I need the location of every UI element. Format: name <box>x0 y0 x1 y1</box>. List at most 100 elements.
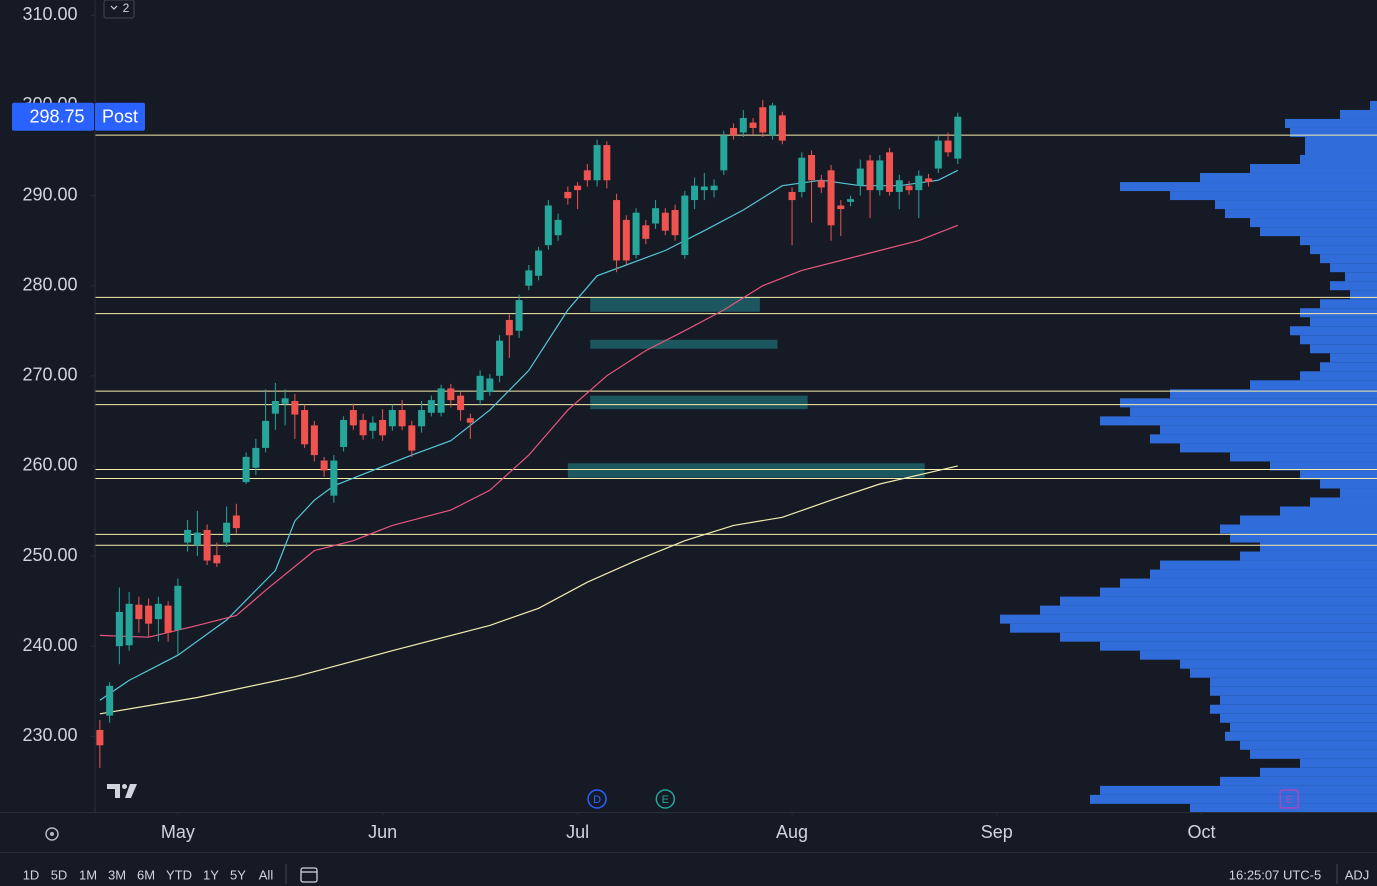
badge-count: 2 <box>123 1 130 15</box>
volume-profile-row <box>1300 308 1377 318</box>
volume-profile-row <box>1290 127 1377 137</box>
event-marker[interactable] <box>1279 789 1300 809</box>
volume-profile-row <box>1200 173 1377 183</box>
candle-body <box>223 522 231 543</box>
calendar-frame <box>300 867 318 883</box>
volume-profile-row <box>1310 344 1377 354</box>
indicator-badge[interactable]: 2 <box>103 0 135 19</box>
event-marker[interactable] <box>587 789 607 809</box>
candle-body <box>759 107 767 133</box>
adjust-button[interactable]: ADJ <box>1345 867 1370 882</box>
candle-body <box>661 212 669 231</box>
volume-profile-row <box>1340 488 1377 498</box>
volume-profile-row <box>1240 740 1377 750</box>
x-tick-label: Jun <box>368 822 397 842</box>
candle-body <box>593 145 601 181</box>
candle-body <box>398 410 406 427</box>
candle-body <box>564 191 572 199</box>
volume-profile-row <box>1330 263 1377 273</box>
range-button[interactable]: 1M <box>79 867 97 882</box>
y-tick-label: 310.00 <box>22 4 77 24</box>
candle-body <box>944 140 952 153</box>
volume-profile-row <box>1320 479 1377 489</box>
candle-body <box>739 118 747 133</box>
event-label: E <box>1286 794 1293 806</box>
volume-profile-row <box>1170 389 1377 399</box>
candle-body <box>866 160 874 191</box>
candle-body <box>447 388 455 401</box>
candle-body <box>681 195 689 256</box>
range-button[interactable]: 1D <box>23 867 40 882</box>
candle-body <box>769 105 777 136</box>
volume-profile-row <box>1300 470 1377 480</box>
volume-profile-row <box>1160 425 1377 435</box>
range-button[interactable]: All <box>259 867 274 882</box>
range-button[interactable]: 1Y <box>203 867 219 882</box>
candle-body <box>164 605 172 633</box>
volume-profile-row <box>1210 677 1377 687</box>
volume-profile-row <box>1300 758 1377 768</box>
candle-body <box>145 605 153 624</box>
volume-profile-row <box>1270 461 1377 471</box>
volume-profile-row <box>1310 497 1377 507</box>
volume-profile-row <box>1210 704 1377 714</box>
y-tick-label: 290.00 <box>22 184 77 204</box>
volume-profile-row <box>1260 227 1377 237</box>
range-button[interactable]: 3M <box>108 867 126 882</box>
settings-gear-center <box>50 832 54 836</box>
candle-body <box>652 208 660 224</box>
volume-profile-row <box>1120 578 1377 588</box>
zone <box>590 339 778 349</box>
volume-profile-row <box>1220 524 1377 534</box>
candle-body <box>262 420 270 448</box>
last-price-box <box>12 102 94 131</box>
candle-body <box>359 419 367 436</box>
candle-body <box>574 185 582 191</box>
candle-body <box>388 410 396 427</box>
volume-profile-row <box>1120 398 1377 408</box>
settings-icon[interactable] <box>45 827 59 841</box>
candle-body <box>788 191 796 201</box>
volume-profile-row <box>1300 371 1377 381</box>
volume-profile-row <box>1280 506 1377 516</box>
range-button[interactable]: YTD <box>166 867 192 882</box>
candle-body <box>427 400 435 413</box>
candle-body <box>544 205 552 246</box>
volume-profile-row <box>1305 145 1377 156</box>
candle-body <box>408 425 416 451</box>
volume-profile-row <box>1320 362 1377 372</box>
volume-profile-row <box>1320 299 1377 309</box>
calendar-icon[interactable] <box>300 867 318 883</box>
candle-body <box>505 319 513 336</box>
volume-profile-row <box>1060 596 1377 606</box>
x-tick-label: Oct <box>1188 822 1216 842</box>
candle-body <box>281 398 289 404</box>
candle-body <box>827 170 835 226</box>
event-marker[interactable] <box>655 789 676 809</box>
candle-body <box>554 219 562 236</box>
range-button[interactable]: 6M <box>137 867 155 882</box>
candle-body <box>778 115 786 141</box>
volume-profile-row <box>1310 317 1377 327</box>
x-axis-panel <box>0 812 1377 852</box>
x-tick-label: May <box>161 822 195 842</box>
candle-body <box>876 160 884 191</box>
volume-profile-row <box>1230 722 1377 732</box>
range-button[interactable]: 5Y <box>230 867 246 882</box>
y-axis-panel <box>0 0 95 812</box>
volume-profile-row <box>1310 245 1377 255</box>
volume-profile-row <box>1060 632 1377 642</box>
volume-profile-row <box>1000 614 1377 624</box>
volume-profile-row <box>1130 407 1377 417</box>
range-button[interactable]: 5D <box>51 867 68 882</box>
candle-body <box>886 152 894 192</box>
badge-frame <box>103 0 135 19</box>
tv-logo <box>107 784 137 798</box>
candle-body <box>613 200 621 261</box>
moving-average <box>99 224 959 638</box>
candle-body <box>691 185 699 201</box>
volume-profile-row <box>1340 109 1377 119</box>
candle-body <box>915 175 923 191</box>
